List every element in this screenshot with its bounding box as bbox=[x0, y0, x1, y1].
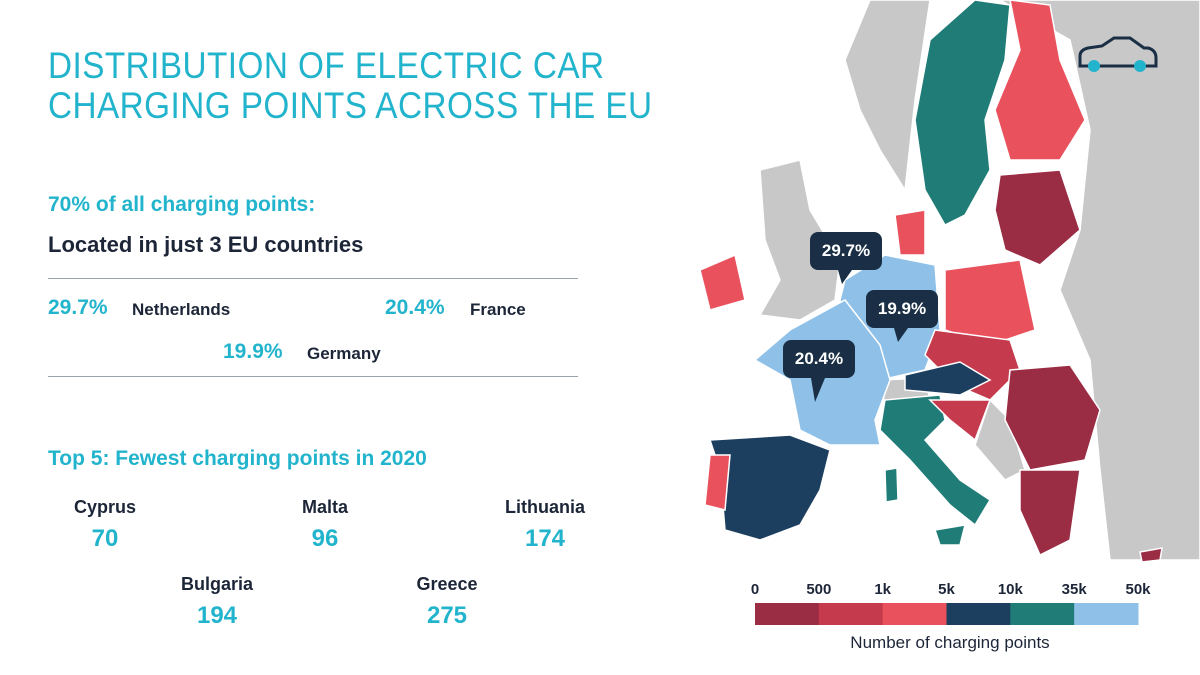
title-line: CHARGING POINTS ACROSS THE EU bbox=[48, 85, 653, 126]
fewest-country: Greece bbox=[416, 574, 478, 594]
car-body bbox=[1078, 36, 1158, 68]
legend: Number of charging points 0 500 1k 5k 10k 35k… bbox=[751, 581, 1151, 652]
callout: 20.4% bbox=[783, 340, 855, 402]
land-east bbox=[998, 0, 1200, 561]
region-baltics bbox=[994, 169, 1081, 266]
share-country: Netherlands bbox=[132, 300, 231, 319]
divider bbox=[48, 278, 578, 279]
land-norway bbox=[844, 0, 931, 193]
callout: 19.9% bbox=[866, 290, 938, 342]
fewest-country: Malta bbox=[301, 497, 348, 517]
region-ireland bbox=[699, 253, 746, 311]
region-romania-bulgaria bbox=[1004, 364, 1101, 471]
land-balkans bbox=[974, 398, 1026, 481]
callout-bubble bbox=[810, 232, 882, 284]
fewest-value: 70 bbox=[91, 525, 119, 552]
legend-tick: 35k bbox=[1062, 581, 1088, 598]
fewest-heading: Top 5: Fewest charging points in 2020 bbox=[48, 447, 427, 470]
region-greece bbox=[1019, 469, 1081, 557]
callout-label: 20.4% bbox=[795, 349, 843, 368]
legend-swatch bbox=[882, 603, 947, 625]
callout-bubble bbox=[866, 290, 938, 342]
fewest-value: 174 bbox=[524, 525, 566, 552]
region-sardinia bbox=[884, 467, 899, 503]
region-germany-benelux bbox=[839, 254, 941, 381]
region-spain bbox=[708, 434, 831, 541]
region-finland bbox=[994, 0, 1086, 161]
legend-tick: 1k bbox=[874, 581, 891, 598]
callout-label: 19.9% bbox=[878, 299, 926, 318]
region-belgium bbox=[834, 317, 857, 341]
car-icon bbox=[1078, 36, 1158, 72]
region-austria bbox=[904, 361, 992, 396]
title: DISTRIBUTION OF ELECTRIC CAR CHARGING PO… bbox=[48, 46, 653, 126]
legend-tick: 5k bbox=[938, 581, 955, 598]
region-sweden bbox=[914, 0, 1011, 226]
callout-bubble bbox=[783, 340, 855, 402]
car-wheel bbox=[1134, 60, 1146, 72]
land bbox=[758, 0, 1200, 561]
fewest-value: 275 bbox=[426, 602, 468, 629]
share-percent: 19.9% bbox=[223, 340, 283, 363]
share-country: France bbox=[470, 300, 526, 319]
legend-swatch bbox=[818, 603, 884, 625]
callout: 29.7% bbox=[810, 232, 882, 284]
fewest-value: 96 bbox=[311, 525, 339, 552]
legend-tick: 0 bbox=[751, 581, 759, 598]
legend-tick: 500 bbox=[806, 581, 831, 598]
title-line: DISTRIBUTION OF ELECTRIC CAR bbox=[48, 45, 605, 86]
fewest-country: Cyprus bbox=[73, 497, 136, 517]
land-uk bbox=[758, 159, 841, 321]
legend-tick: 50k bbox=[1125, 581, 1151, 598]
region-croatia bbox=[928, 399, 992, 442]
legend-tick: 10k bbox=[998, 581, 1024, 598]
divider bbox=[48, 376, 578, 377]
region-sicily bbox=[934, 524, 967, 546]
fewest-country: Lithuania bbox=[505, 497, 585, 517]
summary-heading: 70% of all charging points: bbox=[48, 193, 316, 216]
region-italy bbox=[879, 394, 992, 527]
land-switzerland bbox=[879, 377, 931, 406]
region-cyprus bbox=[1139, 547, 1163, 563]
share-country: Germany bbox=[307, 344, 381, 363]
legend-swatch bbox=[1010, 603, 1075, 625]
region-france bbox=[753, 299, 891, 446]
region-portugal bbox=[704, 454, 731, 511]
legend-swatch bbox=[755, 603, 820, 625]
legend-swatch bbox=[946, 603, 1011, 625]
share-percent: 20.4% bbox=[385, 296, 445, 319]
callout-label: 29.7% bbox=[822, 241, 870, 260]
legend-label: Number of charging points bbox=[850, 633, 1049, 652]
region-central bbox=[924, 329, 1021, 401]
fewest-value: 194 bbox=[196, 602, 238, 629]
share-percent: 29.7% bbox=[48, 296, 108, 319]
region-denmark bbox=[894, 209, 926, 256]
car-wheel bbox=[1088, 60, 1100, 72]
legend-swatch bbox=[1074, 603, 1139, 625]
summary-subheading: Located in just 3 EU countries bbox=[48, 232, 364, 257]
region-poland bbox=[944, 259, 1036, 346]
fewest-country: Bulgaria bbox=[180, 574, 254, 594]
